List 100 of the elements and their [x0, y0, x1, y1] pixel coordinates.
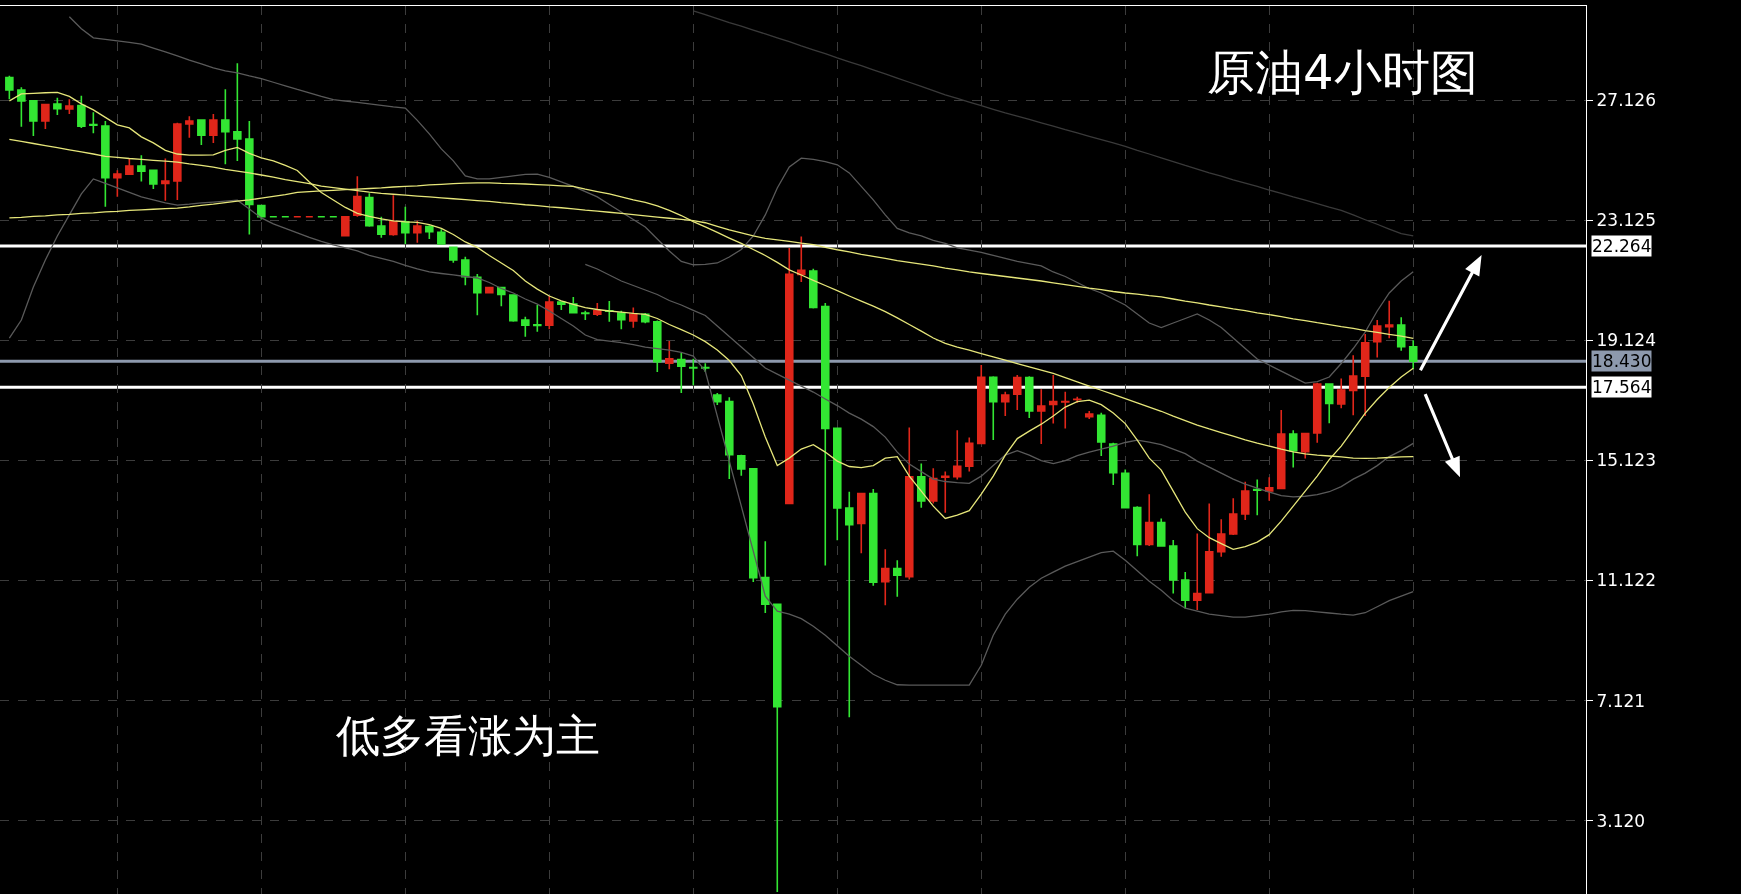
candlestick	[1408, 339, 1418, 371]
candlestick	[29, 99, 38, 137]
candlestick	[377, 215, 386, 239]
candlestick	[1132, 505, 1142, 558]
candlestick	[245, 120, 254, 236]
candlestick	[880, 548, 890, 606]
candlestick	[1240, 481, 1250, 521]
candlestick	[317, 215, 326, 218]
candlestick	[940, 470, 950, 514]
candlestick	[713, 392, 722, 406]
candlestick	[1228, 497, 1238, 536]
candlestick	[509, 294, 518, 323]
candlestick	[593, 302, 602, 317]
candlestick	[77, 94, 86, 129]
candlestick	[281, 215, 290, 218]
candlestick	[533, 304, 542, 333]
candlestick	[1216, 518, 1226, 558]
ref-line-label: 17.564	[1592, 377, 1652, 397]
candlestick	[233, 62, 242, 162]
candlestick	[1252, 478, 1262, 516]
candlestick	[113, 169, 122, 198]
candlestick	[1168, 539, 1178, 595]
y-tick-label: 7.121	[1596, 690, 1646, 711]
candlestick	[1384, 300, 1394, 340]
candlestick	[725, 396, 734, 480]
candlestick	[389, 194, 398, 237]
candlestick	[293, 215, 302, 218]
ref-line-label: 22.264	[1592, 236, 1652, 256]
candlestick	[904, 426, 914, 581]
candlestick	[581, 309, 590, 321]
candlestick	[329, 215, 338, 218]
candlestick	[856, 492, 866, 555]
candlestick	[413, 219, 422, 244]
candlestick	[1192, 532, 1202, 611]
candlestick	[125, 157, 134, 176]
candlestick	[65, 98, 74, 115]
candlestick	[1036, 388, 1046, 445]
candlestick	[269, 215, 278, 218]
candlestick	[809, 267, 818, 310]
candlestick	[185, 115, 194, 139]
candlestick	[545, 295, 554, 331]
candlestick	[677, 352, 686, 394]
candlestick	[353, 175, 362, 218]
candlestick	[341, 215, 350, 237]
candlestick	[5, 74, 14, 101]
candlestick	[1264, 476, 1274, 502]
candlestick	[53, 97, 62, 116]
candlestick	[221, 88, 230, 166]
candlestick	[689, 357, 698, 386]
candlestick	[1312, 381, 1322, 444]
y-tick-label: 23.125	[1596, 210, 1656, 231]
candlestick	[1156, 517, 1166, 548]
y-tick-label: 27.126	[1596, 90, 1656, 111]
candlestick	[868, 488, 878, 587]
candlestick	[1120, 468, 1130, 510]
candlestick	[952, 429, 962, 481]
candlestick	[1348, 354, 1358, 416]
y-tick-label: 11.122	[1596, 570, 1656, 591]
candlestick	[161, 157, 170, 202]
candlestick	[833, 427, 842, 542]
candlestick	[1024, 375, 1034, 419]
candlestick	[844, 490, 854, 718]
candlestick	[197, 119, 206, 146]
candlestick	[653, 319, 662, 373]
candlestick	[149, 169, 158, 190]
candlestick	[365, 192, 374, 228]
candlestick	[785, 247, 794, 505]
candlestick	[1012, 374, 1022, 411]
candlestick	[1000, 390, 1010, 417]
line-series	[584, 263, 1414, 498]
candlestick	[1144, 493, 1154, 547]
candlestick	[665, 340, 674, 371]
candlestick	[461, 255, 470, 286]
candlestick	[737, 454, 746, 477]
candlestick	[425, 224, 434, 240]
candlestick	[401, 206, 410, 245]
candlestick	[485, 286, 494, 294]
candlestick	[557, 301, 566, 311]
candlestick	[473, 273, 482, 317]
candlestick	[1276, 409, 1286, 490]
candlestick	[137, 154, 146, 183]
candlestick	[1096, 411, 1106, 457]
candlestick	[521, 315, 530, 338]
candlestick	[17, 86, 26, 128]
candlestick	[449, 246, 458, 264]
ref-line-label: 18.430	[1592, 351, 1652, 371]
candlestick	[1180, 571, 1190, 610]
candlestick	[821, 302, 830, 567]
y-tick-label: 3.120	[1596, 810, 1646, 831]
candlestick	[749, 468, 758, 583]
candlestick	[1372, 319, 1382, 359]
candlestick	[41, 103, 50, 130]
candlestick	[1072, 396, 1082, 404]
candlestick	[629, 306, 638, 329]
candlestick	[257, 204, 266, 221]
candlestick	[1336, 377, 1346, 410]
candlestick	[437, 228, 446, 245]
candlestick	[1048, 374, 1058, 425]
candlestick	[1300, 432, 1310, 460]
candlestick	[209, 113, 218, 144]
